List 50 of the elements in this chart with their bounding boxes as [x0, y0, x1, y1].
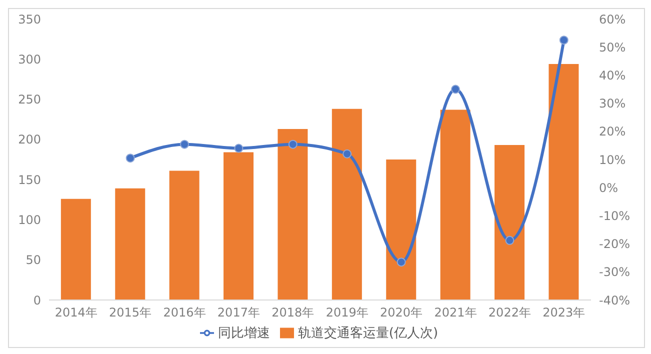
point	[234, 144, 244, 153]
x-tick-label: 2023年	[542, 306, 586, 320]
y-tick-label: 50	[26, 253, 41, 268]
y2-tick-label: -10%	[599, 208, 630, 223]
y-tick-label: 0	[33, 293, 41, 308]
y2-tick-label: -30%	[599, 265, 630, 280]
bar	[548, 64, 579, 300]
x-tick-label: 2018年	[272, 306, 314, 320]
bar	[278, 128, 308, 300]
y-tick-label: 350	[18, 12, 41, 26]
y-tick-label: 150	[18, 172, 41, 187]
bar	[332, 108, 362, 300]
bar	[169, 170, 200, 300]
y2-tick-label: -20%	[599, 237, 630, 252]
y-tick-label: 250	[18, 92, 41, 107]
bar	[494, 145, 525, 300]
point	[180, 140, 189, 149]
y2-tick-label: 60%	[599, 12, 626, 26]
y2-tick-label: 30%	[599, 96, 626, 111]
x-tick-label: 2016年	[163, 306, 206, 320]
y2-tick-label: 40%	[599, 68, 626, 82]
point	[451, 84, 460, 94]
bar	[224, 152, 254, 300]
y-tick-label: 300	[18, 52, 41, 66]
y2-tick-label: -40%	[599, 293, 630, 308]
bar	[60, 198, 91, 300]
x-tick-label: 2017年	[217, 306, 260, 320]
point	[342, 149, 352, 158]
x-tick-label: 2015年	[109, 306, 152, 320]
x-tick-label: 2022年	[488, 306, 531, 320]
x-tick-label: 2020年	[380, 306, 423, 320]
y2-tick-label: 50%	[599, 40, 626, 54]
bar	[386, 160, 416, 300]
x-tick-label: 2021年	[434, 306, 477, 320]
y2-tick-label: 0%	[599, 180, 618, 195]
legend-label: 同比增速	[218, 326, 270, 341]
y2-tick-label: 20%	[599, 124, 626, 139]
x-tick-label: 2014年	[54, 306, 98, 320]
point	[126, 154, 135, 163]
legend-label: 轨道交通客运量(亿人次)	[298, 326, 438, 341]
y2-tick-label: 10%	[599, 152, 626, 167]
y-tick-label: 100	[18, 212, 41, 227]
point	[288, 140, 298, 149]
point	[559, 36, 568, 45]
x-tick-label: 2019年	[326, 306, 368, 320]
point	[505, 236, 514, 245]
y-tick-label: 200	[18, 132, 41, 147]
bar	[115, 188, 146, 300]
point	[396, 258, 406, 267]
bar	[440, 110, 470, 300]
